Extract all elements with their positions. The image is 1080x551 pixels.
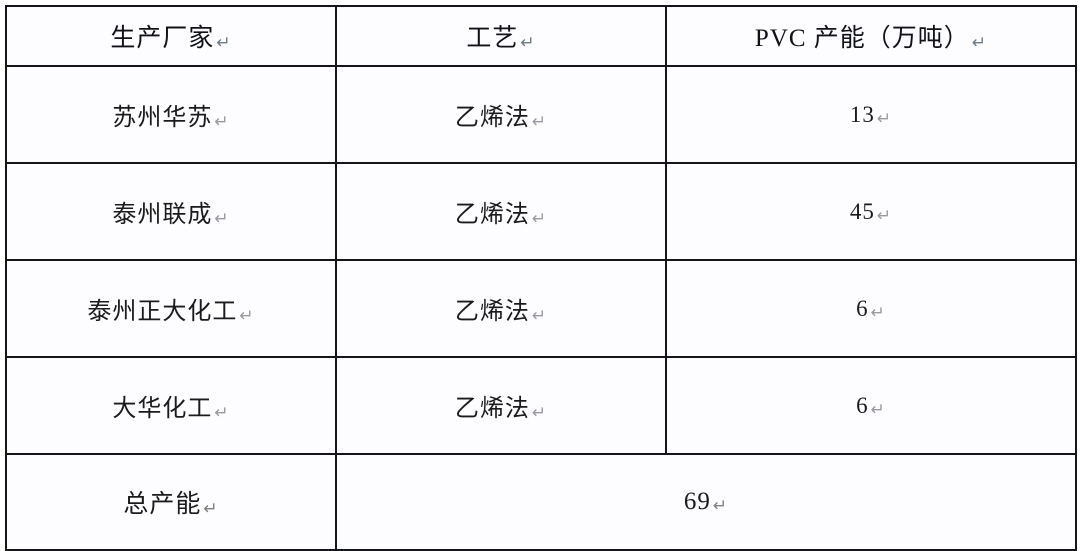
table-row: 大华化工 ↵ 乙烯法 ↵ 6 ↵ bbox=[5, 356, 1077, 455]
cell-total-value: 69 ↵ bbox=[335, 453, 1077, 551]
column-header-process-label: 工艺 bbox=[466, 25, 519, 52]
cell-process: 乙烯法 ↵ bbox=[335, 259, 667, 358]
paragraph-mark-icon: ↵ bbox=[214, 112, 230, 132]
cell-process: 乙烯法 ↵ bbox=[335, 356, 667, 455]
paragraph-mark-icon: ↵ bbox=[876, 205, 893, 226]
cell-capacity: 6 ↵ bbox=[665, 259, 1077, 358]
cell-maker: 大华化工 ↵ bbox=[5, 356, 337, 455]
paragraph-mark-icon: ↵ bbox=[214, 209, 230, 229]
paragraph-mark-icon: ↵ bbox=[712, 496, 729, 516]
cell-process-text: 乙烯法 bbox=[454, 105, 530, 131]
column-header-capacity-label: PVC 产能（万吨） bbox=[754, 25, 970, 52]
paragraph-mark-icon: ↵ bbox=[870, 302, 886, 323]
cell-capacity: 45 ↵ bbox=[665, 162, 1077, 261]
cell-maker: 苏州华苏 ↵ bbox=[5, 65, 337, 164]
paragraph-mark-icon: ↵ bbox=[214, 403, 230, 423]
column-header-maker-label: 生产厂家 bbox=[110, 25, 215, 52]
table-row: 泰州正大化工 ↵ 乙烯法 ↵ 6 ↵ bbox=[5, 259, 1077, 358]
cell-process: 乙烯法 ↵ bbox=[335, 65, 667, 164]
cell-maker-text: 大华化工 bbox=[112, 396, 213, 422]
cell-capacity-text: 6 bbox=[856, 392, 869, 418]
paragraph-mark-icon: ↵ bbox=[876, 108, 893, 129]
cell-process: 乙烯法 ↵ bbox=[335, 162, 667, 261]
cell-capacity: 13 ↵ bbox=[665, 65, 1077, 164]
column-header-process: 工艺 ↵ bbox=[335, 5, 667, 67]
cell-maker-text: 苏州华苏 bbox=[112, 105, 213, 131]
page-canvas: 生产厂家 ↵ 工艺 ↵ PVC 产能（万吨） ↵ 苏州华苏 ↵ 乙烯法 ↵ 13 bbox=[5, 5, 1077, 551]
table-header-row: 生产厂家 ↵ 工艺 ↵ PVC 产能（万吨） ↵ bbox=[5, 5, 1077, 67]
paragraph-mark-icon: ↵ bbox=[203, 499, 219, 519]
paragraph-mark-icon: ↵ bbox=[971, 33, 988, 53]
paragraph-mark-icon: ↵ bbox=[531, 112, 548, 132]
paragraph-mark-icon: ↵ bbox=[531, 403, 548, 423]
cell-capacity-text: 45 bbox=[849, 198, 875, 224]
paragraph-mark-icon: ↵ bbox=[531, 209, 548, 229]
cell-total-value-text: 69 bbox=[683, 488, 711, 515]
column-header-maker: 生产厂家 ↵ bbox=[5, 5, 337, 67]
cell-process-text: 乙烯法 bbox=[454, 299, 530, 325]
cell-maker-text: 泰州联成 bbox=[112, 202, 213, 228]
cell-capacity-text: 13 bbox=[849, 101, 875, 127]
cell-process-text: 乙烯法 bbox=[454, 202, 530, 228]
cell-total-label-text: 总产能 bbox=[123, 491, 202, 518]
table-total-row: 总产能 ↵ 69 ↵ bbox=[5, 453, 1077, 551]
cell-maker-text: 泰州正大化工 bbox=[87, 299, 238, 325]
paragraph-mark-icon: ↵ bbox=[239, 306, 255, 326]
cell-maker: 泰州正大化工 ↵ bbox=[5, 259, 337, 358]
cell-process-text: 乙烯法 bbox=[454, 396, 530, 422]
paragraph-mark-icon: ↵ bbox=[520, 33, 536, 53]
paragraph-mark-icon: ↵ bbox=[531, 306, 548, 326]
cell-total-label: 总产能 ↵ bbox=[5, 453, 337, 551]
column-header-capacity: PVC 产能（万吨） ↵ bbox=[665, 5, 1077, 67]
cell-capacity: 6 ↵ bbox=[665, 356, 1077, 455]
paragraph-mark-icon: ↵ bbox=[216, 33, 232, 53]
cell-capacity-text: 6 bbox=[856, 295, 869, 321]
paragraph-mark-icon: ↵ bbox=[870, 399, 886, 420]
cell-maker: 泰州联成 ↵ bbox=[5, 162, 337, 261]
pvc-capacity-table: 生产厂家 ↵ 工艺 ↵ PVC 产能（万吨） ↵ 苏州华苏 ↵ 乙烯法 ↵ 13 bbox=[5, 5, 1077, 551]
table-row: 苏州华苏 ↵ 乙烯法 ↵ 13 ↵ bbox=[5, 65, 1077, 164]
table-row: 泰州联成 ↵ 乙烯法 ↵ 45 ↵ bbox=[5, 162, 1077, 261]
